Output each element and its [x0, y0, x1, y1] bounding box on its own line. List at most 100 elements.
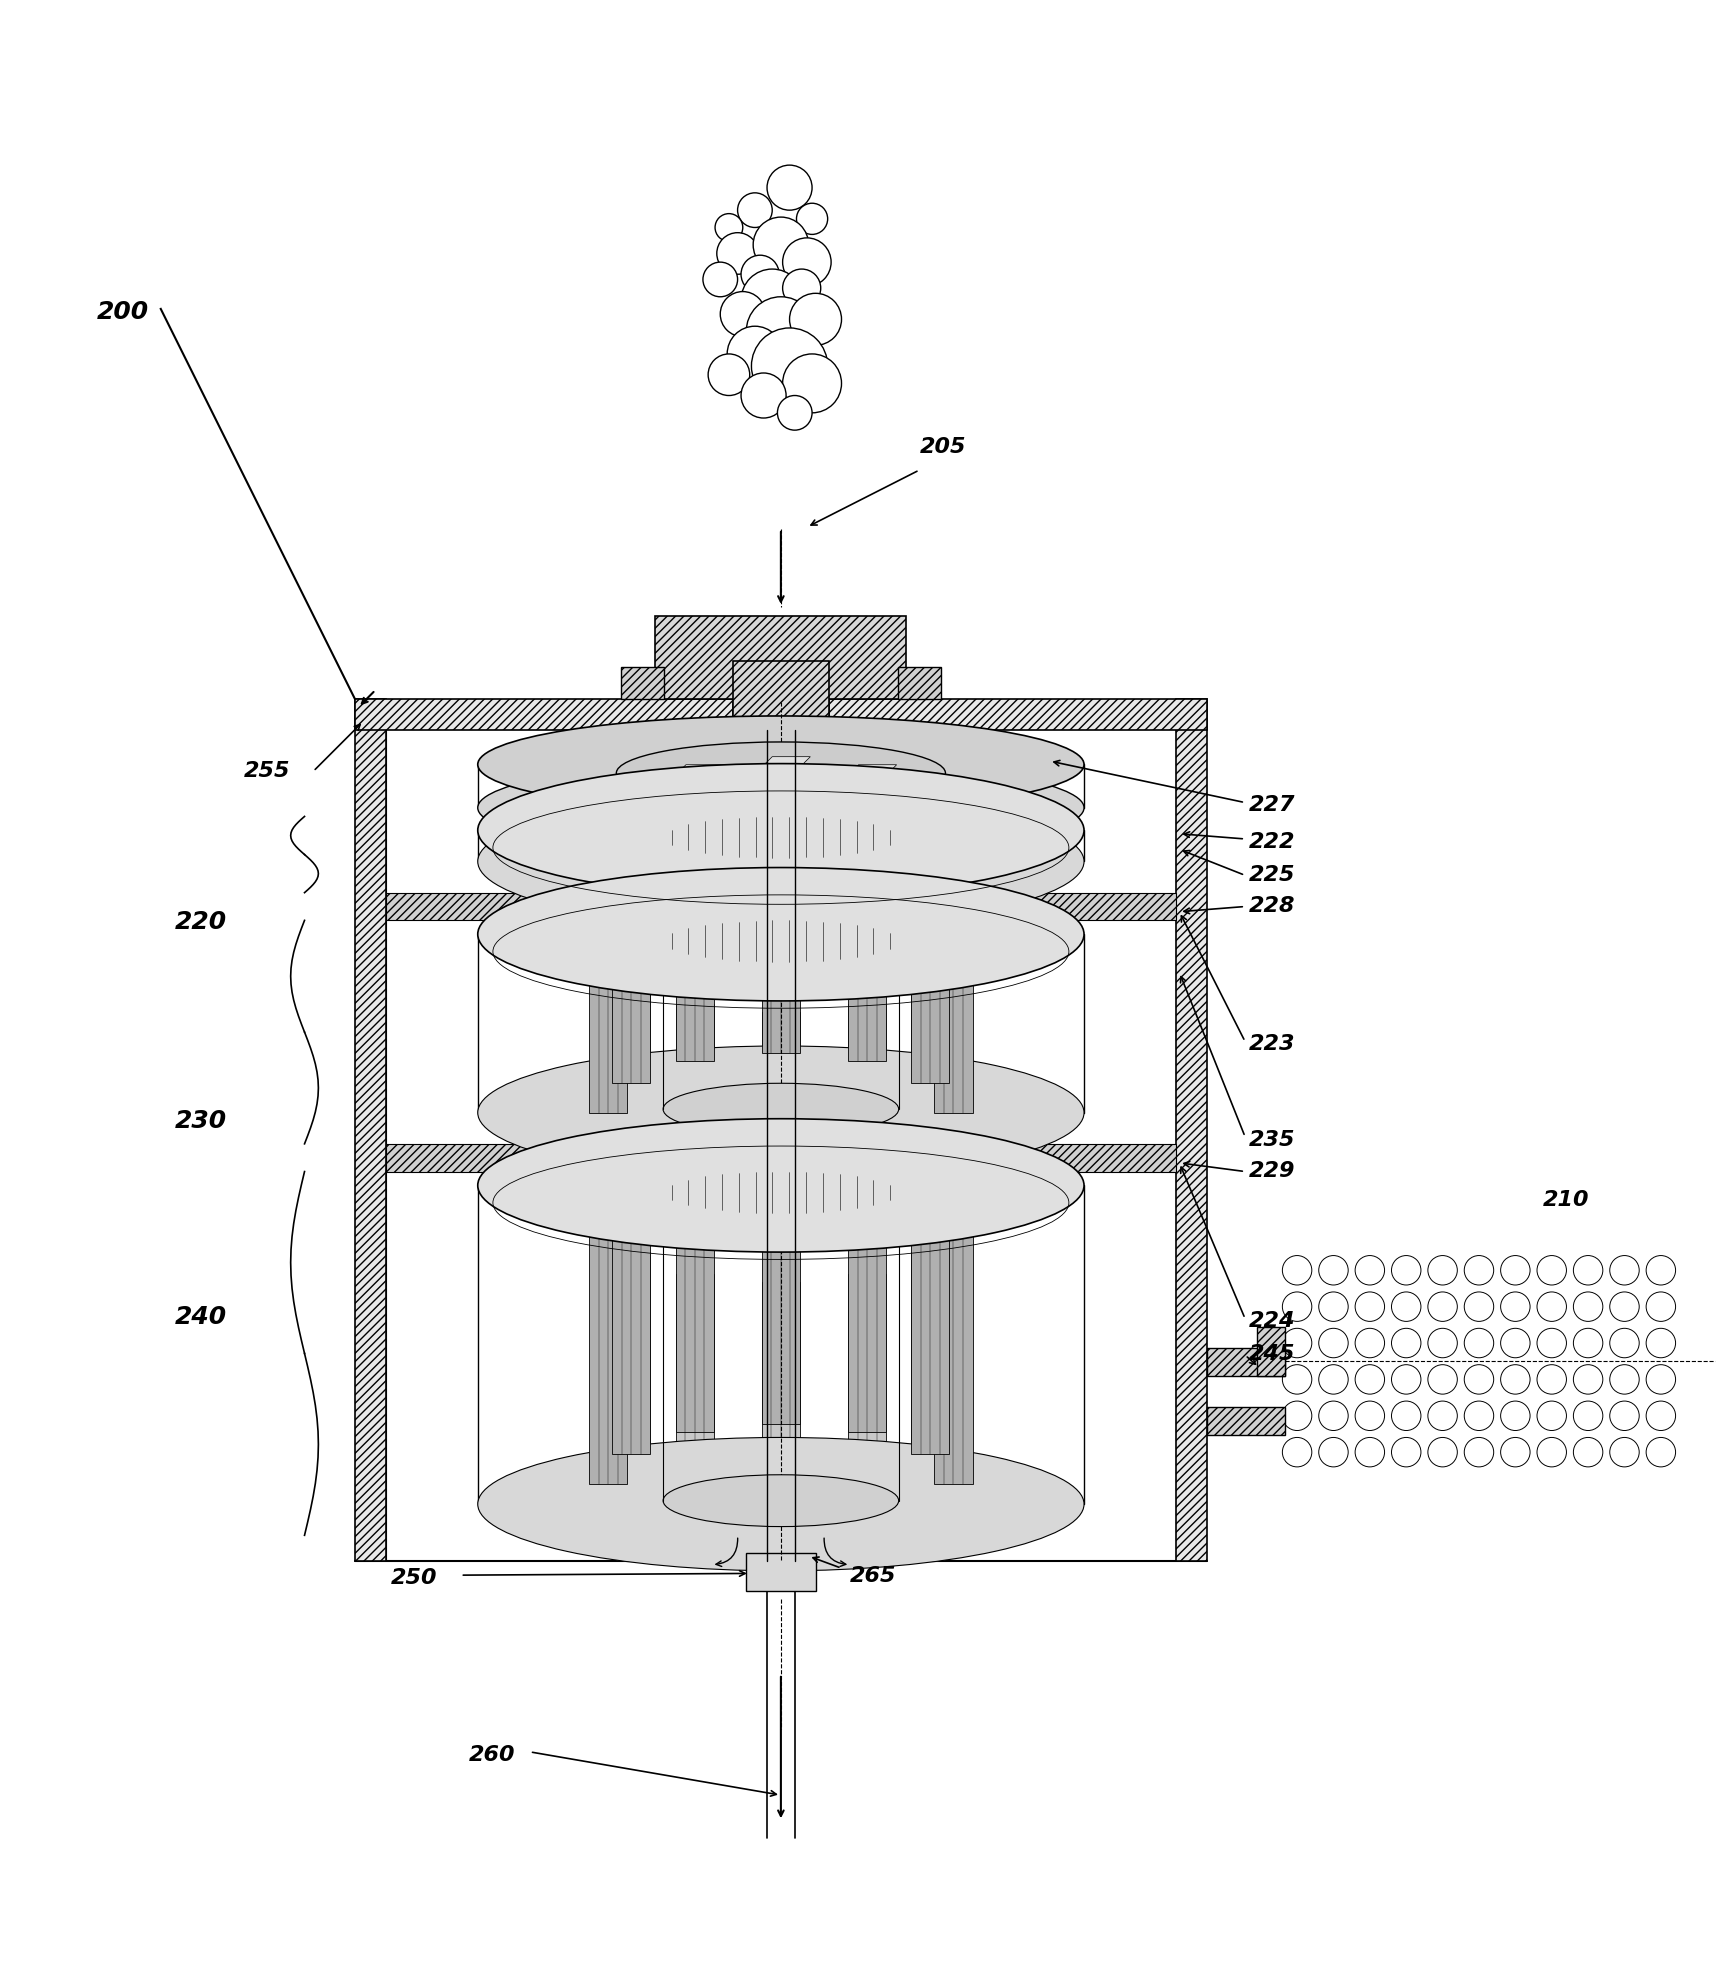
Bar [848, 879, 887, 934]
Text: 240: 240 [175, 1305, 227, 1328]
Circle shape [1574, 1291, 1603, 1320]
Bar [911, 857, 949, 912]
Text: 225: 225 [1249, 865, 1294, 885]
Ellipse shape [477, 1438, 1084, 1572]
Polygon shape [762, 881, 810, 891]
Bar [762, 1012, 800, 1173]
Bar [911, 922, 949, 1083]
Circle shape [777, 396, 812, 430]
Circle shape [1501, 1401, 1530, 1430]
Ellipse shape [477, 716, 1084, 812]
Circle shape [782, 237, 831, 286]
Bar [612, 1252, 651, 1515]
Polygon shape [762, 1152, 810, 1162]
Circle shape [1647, 1438, 1676, 1468]
Circle shape [782, 353, 841, 412]
Text: 235: 235 [1249, 1130, 1294, 1150]
Polygon shape [911, 787, 959, 797]
Bar [762, 767, 800, 822]
Bar [848, 1171, 887, 1432]
Ellipse shape [477, 795, 1084, 928]
Circle shape [1355, 1366, 1385, 1395]
Polygon shape [762, 757, 810, 767]
Polygon shape [911, 910, 959, 922]
Bar [935, 828, 973, 883]
Polygon shape [675, 889, 723, 901]
Circle shape [1355, 1438, 1385, 1468]
Text: 224: 224 [1249, 1311, 1294, 1332]
Bar [675, 1171, 713, 1432]
Circle shape [741, 373, 786, 418]
Bar [746, 1552, 815, 1591]
Bar [829, 698, 1208, 730]
Circle shape [1647, 1401, 1676, 1430]
Bar [897, 667, 940, 698]
Ellipse shape [477, 759, 1084, 855]
Circle shape [1428, 1401, 1457, 1430]
Ellipse shape [744, 669, 765, 687]
Ellipse shape [663, 1167, 899, 1218]
Circle shape [1319, 1328, 1348, 1358]
Bar [354, 698, 385, 1562]
Text: 230: 230 [175, 1109, 227, 1134]
Text: 228: 228 [1249, 897, 1294, 916]
Circle shape [1464, 1438, 1494, 1468]
Circle shape [767, 165, 812, 210]
Bar [1208, 1407, 1286, 1434]
Circle shape [1464, 1256, 1494, 1285]
Circle shape [737, 192, 772, 228]
Circle shape [1610, 1256, 1640, 1285]
Bar [762, 891, 800, 1052]
Circle shape [1428, 1328, 1457, 1358]
Circle shape [708, 353, 750, 396]
Circle shape [1574, 1366, 1603, 1395]
Bar [734, 661, 829, 730]
Polygon shape [590, 942, 638, 952]
Bar [911, 797, 949, 852]
Circle shape [1574, 1328, 1603, 1358]
Circle shape [741, 255, 779, 292]
Text: 250: 250 [390, 1568, 437, 1587]
Circle shape [1282, 1291, 1312, 1320]
Circle shape [1282, 1256, 1312, 1285]
Circle shape [1391, 1401, 1421, 1430]
Bar [848, 775, 887, 830]
Bar [612, 797, 651, 852]
Circle shape [1282, 1438, 1312, 1468]
Circle shape [1319, 1291, 1348, 1320]
Bar [612, 1193, 651, 1454]
Bar [1176, 698, 1208, 1562]
Bar [612, 922, 651, 1083]
Polygon shape [675, 1160, 723, 1171]
Circle shape [1391, 1291, 1421, 1320]
Bar [675, 901, 713, 1061]
Circle shape [715, 214, 743, 241]
Polygon shape [675, 765, 723, 775]
Circle shape [741, 269, 803, 332]
Bar [935, 952, 973, 1112]
Bar [385, 893, 1176, 920]
Circle shape [1355, 1291, 1385, 1320]
Polygon shape [848, 765, 897, 775]
Circle shape [717, 233, 758, 275]
Text: 220: 220 [175, 910, 227, 934]
Circle shape [1319, 1401, 1348, 1430]
Text: 265: 265 [850, 1566, 897, 1585]
Circle shape [727, 326, 782, 383]
Text: 245: 245 [1249, 1344, 1294, 1364]
Circle shape [1610, 1438, 1640, 1468]
Bar [935, 1222, 973, 1485]
Ellipse shape [819, 644, 847, 667]
Polygon shape [935, 942, 984, 952]
Polygon shape [612, 787, 661, 797]
Circle shape [1464, 1291, 1494, 1320]
Circle shape [1355, 1328, 1385, 1358]
Circle shape [1610, 1328, 1640, 1358]
Bar [590, 1222, 628, 1485]
Bar [385, 1144, 1176, 1171]
Text: 229: 229 [1249, 1162, 1294, 1181]
Circle shape [703, 263, 737, 296]
Circle shape [1355, 1401, 1385, 1430]
Circle shape [1610, 1366, 1640, 1395]
Bar [848, 1005, 887, 1165]
